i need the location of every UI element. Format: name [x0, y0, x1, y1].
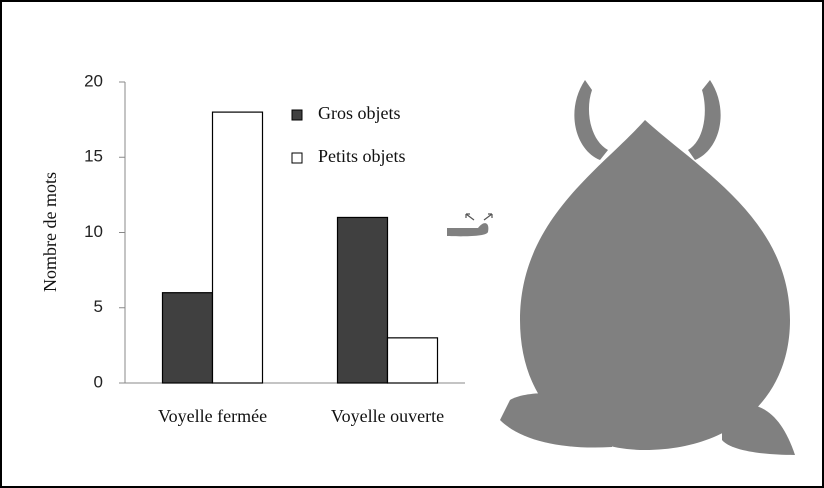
left-horn	[574, 80, 608, 160]
bar	[336, 216, 389, 384]
bar	[386, 337, 439, 384]
bar	[211, 111, 264, 384]
creature	[447, 80, 795, 455]
y-tick-label: 5	[94, 297, 103, 316]
y-axis-label: Nombre de mots	[40, 172, 60, 292]
x-tick-label: Voyelle fermée	[158, 406, 267, 426]
legend-label: Gros objets	[318, 103, 401, 123]
x-tick-label: Voyelle ouverte	[331, 406, 444, 426]
body	[520, 120, 790, 450]
legend-swatch	[291, 109, 303, 121]
right-foot	[722, 404, 795, 455]
left-foot	[500, 393, 612, 448]
y-tick-label: 0	[94, 372, 103, 391]
y-tick-label: 10	[84, 222, 103, 241]
legend-swatch	[291, 152, 303, 164]
y-tick-label: 15	[84, 147, 103, 166]
right-horn	[688, 80, 721, 160]
bar	[161, 292, 214, 384]
legend-label: Petits objets	[318, 146, 406, 166]
arrows-icon	[465, 213, 493, 221]
small-tail	[447, 223, 489, 237]
y-tick-label: 20	[84, 71, 103, 90]
